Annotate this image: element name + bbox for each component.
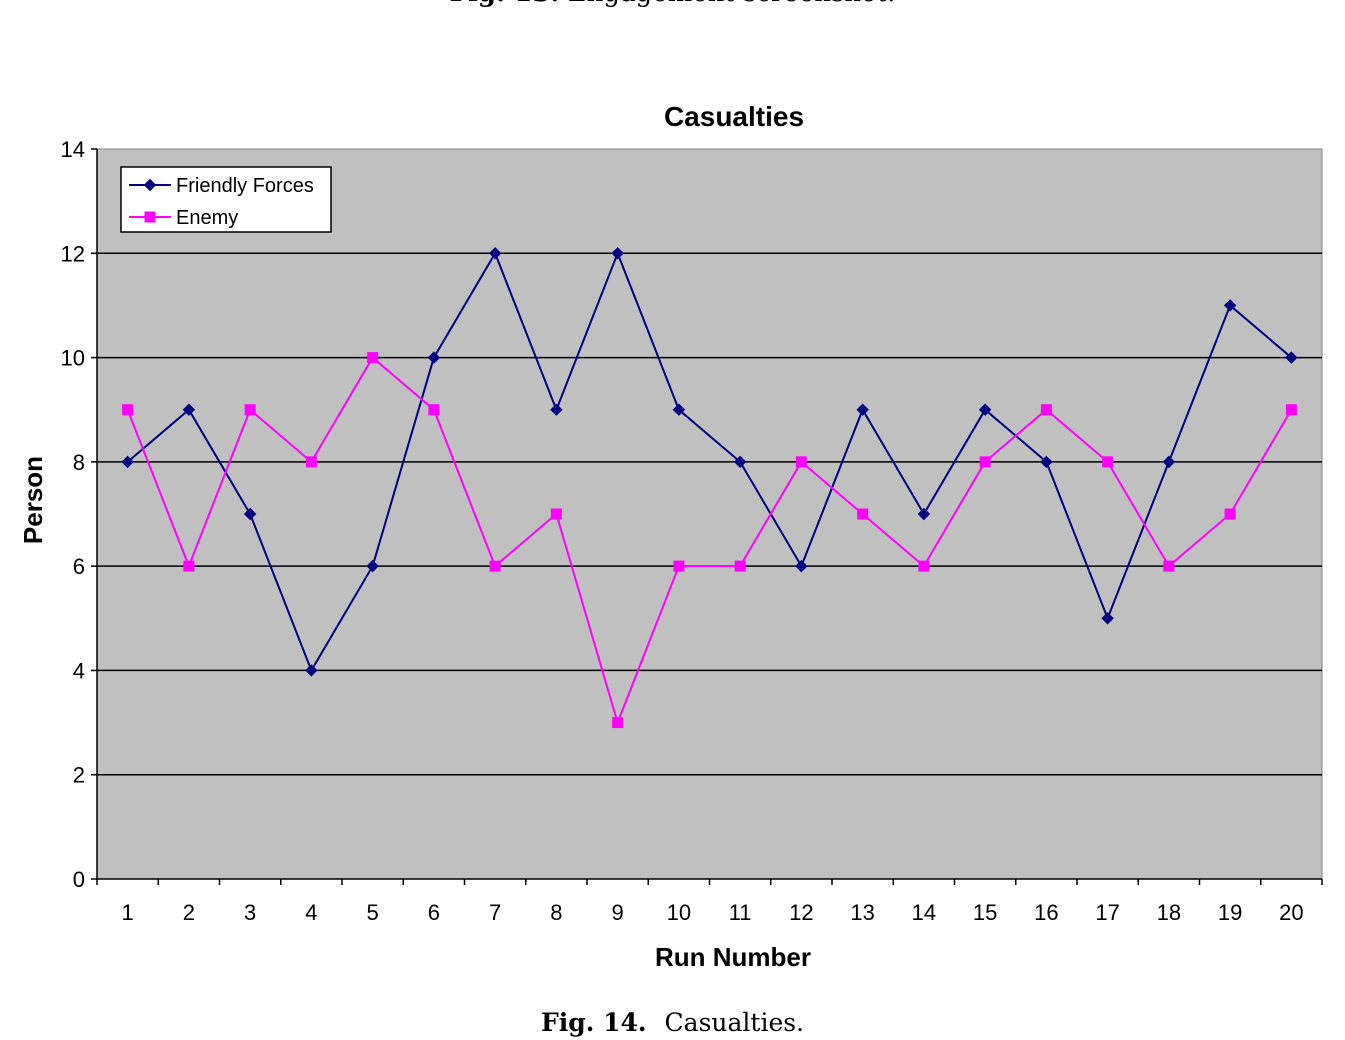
friendly-forces-point: [1285, 351, 1298, 364]
y-tick-label: 14: [61, 137, 85, 162]
previous-figure-label: Fig. 13.: [450, 0, 560, 8]
x-tick-label: 9: [612, 900, 624, 925]
y-tick-label: 6: [73, 554, 85, 579]
enemy-line: [126, 356, 1293, 726]
y-tick-label: 10: [61, 346, 85, 371]
x-axis-label: Run Number: [655, 942, 811, 972]
enemy-point: [550, 508, 562, 520]
x-tick-label: 7: [489, 900, 501, 925]
friendly-forces-point: [856, 403, 869, 416]
enemy-point: [489, 560, 501, 572]
friendly-forces-point: [917, 507, 931, 521]
friendly-forces-point: [1223, 299, 1237, 312]
x-tick-label: 13: [850, 900, 874, 925]
x-tick-label: 16: [1034, 900, 1058, 925]
legend-box: [120, 166, 332, 233]
y-tick-label: 12: [61, 241, 85, 266]
legend-marker-enemy: [144, 211, 156, 223]
enemy-point: [305, 456, 317, 468]
friendly-forces-point: [305, 664, 318, 677]
enemy-point: [183, 560, 195, 572]
friendly-forces-point: [611, 247, 624, 260]
enemy-point: [367, 352, 379, 364]
x-tick-label: 6: [428, 900, 440, 925]
previous-figure-text: Engagement screenshot.: [568, 0, 896, 8]
friendly-forces-point: [366, 559, 379, 573]
legend-marker-friendly-forces: [143, 178, 157, 192]
x-tick-label: 18: [1157, 900, 1181, 925]
x-tick-label: 20: [1279, 900, 1303, 925]
x-tick-label: 8: [550, 900, 562, 925]
friendly-forces-point: [1162, 455, 1176, 469]
friendly-forces-point: [978, 403, 992, 416]
x-tick-label: 10: [667, 900, 691, 925]
friendly-forces-point: [550, 403, 563, 416]
friendly-forces-point: [795, 559, 808, 573]
y-tick-label: 0: [73, 867, 85, 892]
x-tick-label: 19: [1218, 900, 1242, 925]
friendly-forces-point: [672, 403, 686, 416]
x-tick-label: 11: [729, 900, 752, 925]
friendly-forces-point: [243, 507, 257, 521]
y-tick-label: 4: [73, 658, 85, 683]
y-axis-label: Person: [18, 456, 48, 544]
enemy-point: [122, 404, 134, 416]
enemy-point: [734, 560, 746, 572]
x-tick-label: 5: [367, 900, 379, 925]
legend-label-friendly-forces: Friendly Forces: [176, 175, 314, 197]
friendly-forces-point: [121, 455, 134, 469]
enemy-point: [612, 717, 624, 729]
friendly-forces-point: [1040, 455, 1053, 469]
figure-label: Fig. 14.: [540, 1008, 647, 1037]
friendly-forces-point: [488, 247, 502, 260]
x-tick-label: 3: [244, 900, 256, 925]
friendly-forces-point: [1101, 612, 1114, 625]
enemy-point: [673, 560, 685, 572]
x-tick-label: 15: [973, 900, 997, 925]
enemy-point: [1163, 560, 1175, 572]
x-tick-label: 4: [305, 900, 317, 925]
plot-background: [96, 148, 1323, 880]
friendly-forces-point: [733, 455, 747, 469]
enemy-point: [979, 456, 991, 468]
x-tick-label: 1: [122, 900, 134, 925]
x-tick-label: 14: [912, 900, 936, 925]
x-tick-label: 17: [1095, 900, 1119, 925]
enemy-point: [1285, 404, 1297, 416]
friendly-forces-point: [427, 351, 441, 364]
enemy-point: [1040, 404, 1052, 416]
x-tick-label: 2: [183, 900, 195, 925]
enemy-point: [428, 404, 440, 416]
chart-title: Casualties: [664, 101, 804, 132]
y-tick-label: 8: [73, 450, 85, 475]
y-tick-label: 2: [73, 763, 85, 788]
enemy-point: [1102, 456, 1114, 468]
enemy-point: [918, 560, 930, 572]
enemy-point: [244, 404, 256, 416]
friendly-forces-line: [126, 250, 1293, 673]
enemy-point: [1224, 508, 1236, 520]
figure-caption-text: Casualties.: [664, 1008, 805, 1037]
enemy-point: [857, 508, 869, 520]
figure-caption: Fig. 14. Casualties.: [0, 1008, 1345, 1037]
legend-label-enemy: Enemy: [176, 207, 238, 229]
enemy-point: [795, 456, 807, 468]
previous-figure-caption: Fig. 13. Engagement screenshot.: [0, 0, 1345, 8]
friendly-forces-point: [182, 403, 196, 416]
x-tick-label: 12: [789, 900, 813, 925]
